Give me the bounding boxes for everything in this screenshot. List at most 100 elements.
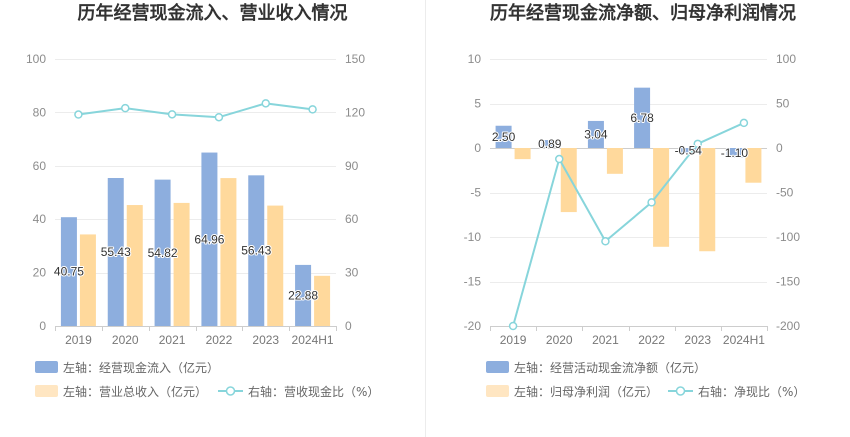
x-axis-category-label: 2023 [684,333,711,347]
x-axis-category-label: 2019 [500,333,527,347]
net-profit-bar [606,148,623,174]
legend-line-icon-marker [675,386,686,396]
legend-label: 左轴：经营现金流入（亿元） [63,360,220,375]
net-cash-ratio-line [512,121,745,327]
x-axis-category-label: 2021 [592,333,619,347]
left-axis-tick-label: 80 [33,105,47,119]
revenue-bar [79,234,96,326]
cash-inflow-bar-series [60,152,312,326]
chart-2-plot-area: 2019 2020 2021 2022 2023 2024H1-20-15-10-5051… [464,52,801,347]
revenue-bar [220,178,237,326]
x-axis-category-label: 2024H1 [723,333,765,347]
left-axis-tick-label: 100 [26,52,46,66]
legend-item-net-operating-cash-flow[interactable]: 左轴：经营活动现金流净额（亿元） [486,360,706,375]
cash-revenue-ratio-line [78,102,313,119]
revenue-bar [173,202,190,326]
right-axis-tick-label: 100 [776,52,796,66]
legend-line-marker-icon [218,386,243,396]
legend-label: 右轴：营收现金比（%） [248,384,380,399]
x-axis-category-label: 2019 [65,333,92,347]
data-label: 2.50 [492,130,516,144]
net-cash-ratio-point [601,237,610,246]
legend-item-cash-revenue-ratio[interactable]: 右轴：营收现金比（%） [218,384,380,399]
gridlines [490,59,767,283]
data-label: -1.10 [721,146,749,160]
right-axis-tick-label: 120 [345,105,365,119]
cash-inflow-bar-data-labels: 40.75 55.43 54.82 64.96 56.43 22.88 [53,231,320,303]
data-label: 56.43 [241,244,271,258]
left-axis-tick-label: 0 [39,319,46,333]
data-label: 22.88 [288,288,318,302]
net-operating-cash-flow-bar-series [495,87,743,158]
left-axis-tick-label: -15 [464,275,482,289]
right-axis-tick-label: 90 [345,159,359,173]
right-axis-tick-label: 50 [776,97,790,111]
net-operating-cash-flow-bar [726,148,743,158]
x-axis: 2019 2020 2021 2022 2023 2024H1 [55,326,337,347]
legend-label: 左轴：营业总收入（亿元） [63,384,208,399]
data-label: 0.89 [538,137,562,151]
legend-item-net-cash-ratio[interactable]: 右轴：净现比（%） [668,384,805,399]
net-profit-bar [514,148,531,160]
right-axis-tick-label: -50 [776,186,794,200]
cash-inflow-bar [60,217,77,326]
x-axis: 2019 2020 2021 2022 2023 2024H1 [490,326,768,347]
legend-item-cash-inflow[interactable]: 左轴：经营现金流入（亿元） [35,360,220,375]
cash-inflow-bar [295,264,312,326]
cash-revenue-ratio-point [167,110,177,119]
legend-item-revenue[interactable]: 左轴：营业总收入（亿元） [35,384,208,399]
net-operating-cash-flow-bar [634,87,651,148]
cash-revenue-ratio-point [308,105,317,114]
legend-line-marker-icon [668,386,693,396]
chart-title-net-cash-net-profit: 历年经营现金流净额、归母净利润情况 [490,3,796,24]
revenue-bar-series [79,178,331,326]
left-y-axis: 0 20 40 60 80 100 [26,52,46,333]
net-cash-ratio-point [647,198,656,207]
net-operating-cash-flow-bar [680,148,697,153]
data-label: 54.82 [148,246,178,260]
left-axis-tick-label: 40 [33,212,47,226]
legend-line-icon-marker [225,386,236,396]
x-axis-category-label: 2020 [112,333,139,347]
net-cash-ratio-series [508,118,749,331]
right-axis-tick-label: -150 [776,275,800,289]
revenue-bar [126,205,143,326]
cash-inflow-bar [154,179,171,326]
legend-bar-swatch [486,385,509,397]
net-cash-ratio-point [508,321,518,331]
right-axis-tick-label: 0 [776,141,783,155]
net-profit-bar [699,148,716,252]
data-label: 64.96 [194,232,224,246]
net-operating-cash-flow-bar [541,140,558,148]
right-axis-tick-label: -200 [776,319,800,333]
panel-divider [425,0,426,437]
cash-revenue-ratio-point [121,103,130,113]
cash-inflow-bar [201,152,218,326]
x-axis-category-label: 2022 [206,333,233,347]
net-cash-ratio-point [693,139,702,149]
x-axis-category-label: 2024H1 [292,333,334,347]
cash-inflow-bar [248,175,265,326]
legend-item-net-profit[interactable]: 左轴：归母净利润（亿元） [486,384,659,399]
left-y-axis: -20 -15 -10 -5 0 5 10 [464,52,482,333]
left-axis-tick-label: 5 [474,97,481,111]
right-axis-tick-label: 30 [345,266,359,280]
x-axis-category-label: 2023 [252,333,279,347]
x-axis-category-label: 2022 [638,333,665,347]
data-label: 55.43 [101,245,131,259]
chart-title-cash-inflow-revenue: 历年经营现金流入、营业收入情况 [77,3,348,24]
legend-label: 左轴：归母净利润（亿元） [514,384,659,399]
legend-bar-swatch [35,361,58,373]
left-axis-tick-label: -10 [464,230,482,244]
chart-1-plot-area: 2019 2020 2021 2022 2023 2024H1 0 20 40 60 80 100 0 3… [26,52,365,347]
data-label: -0.54 [675,143,703,157]
gridlines [55,59,336,274]
left-axis-tick-label: 60 [33,159,47,173]
right-axis-tick-label: -100 [776,230,800,244]
cash-revenue-ratio-point [74,110,83,119]
cash-revenue-ratio-point [261,99,270,108]
net-profit-bar-series [514,148,762,252]
net-cash-ratio-point [739,118,749,128]
right-y-axis: -200 -150 -100 -50 0 50 100 [776,52,800,333]
right-axis-tick-label: 0 [345,319,352,333]
